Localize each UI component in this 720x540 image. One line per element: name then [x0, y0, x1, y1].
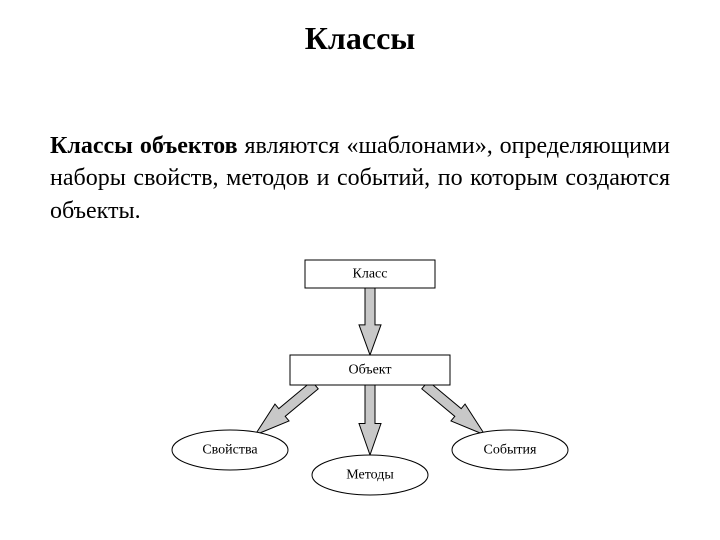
node-label-methods: Методы — [346, 468, 394, 483]
node-label-object: Объект — [348, 363, 391, 378]
slide: Классы Классы объектов являются «шаблона… — [0, 0, 720, 540]
node-label-events: События — [484, 443, 537, 458]
paragraph-bold-lead: Классы объектов — [50, 133, 238, 159]
body-paragraph: Классы объектов являются «шаблонами», оп… — [50, 130, 670, 227]
arrow-icon — [359, 288, 381, 355]
node-label-class: Класс — [353, 267, 388, 282]
arrow-icon — [359, 385, 381, 455]
node-label-props: Свойства — [202, 443, 258, 458]
slide-title: Классы — [0, 20, 720, 57]
class-diagram: Класс Объект Свойства Методы События — [160, 255, 580, 515]
